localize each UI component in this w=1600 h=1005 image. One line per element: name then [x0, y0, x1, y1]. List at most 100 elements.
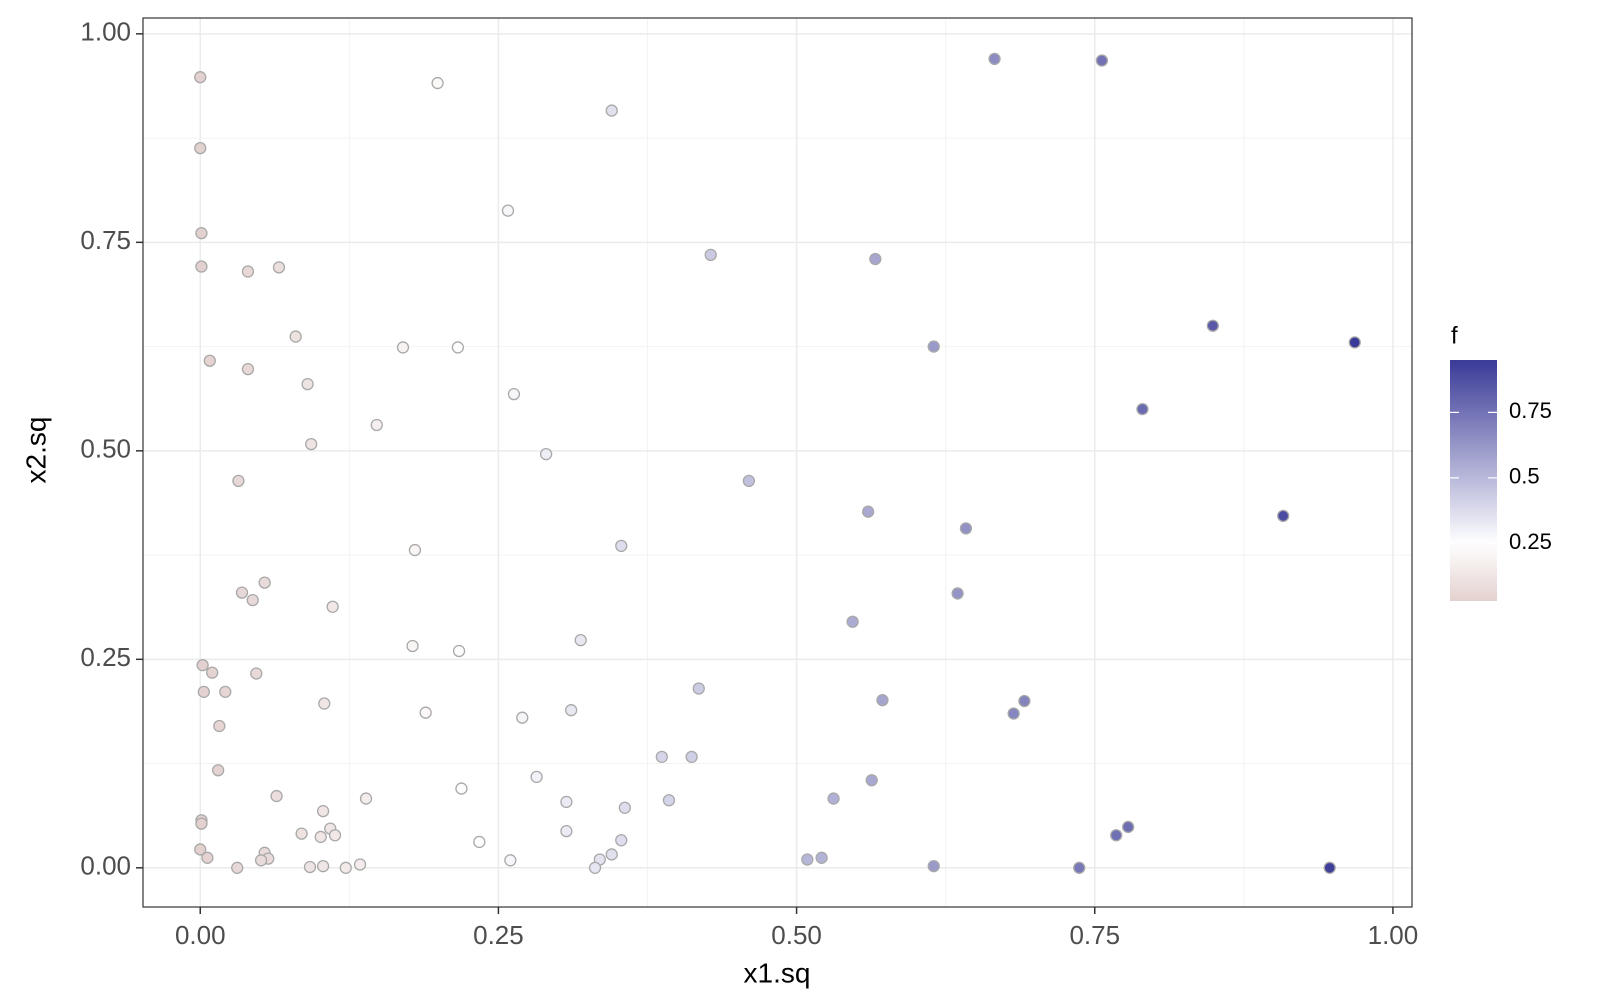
point [927, 340, 940, 353]
panel-border [142, 17, 1413, 908]
point [359, 792, 373, 805]
point [560, 795, 573, 809]
point [431, 76, 444, 90]
colorbar [1450, 360, 1497, 601]
legend-title: f [1451, 322, 1458, 349]
point [1323, 861, 1336, 874]
point [213, 719, 226, 733]
point [339, 861, 352, 874]
point [1110, 829, 1123, 842]
point [1348, 336, 1361, 349]
point [1095, 54, 1109, 67]
plot-panel [143, 18, 1412, 907]
point [241, 362, 255, 376]
point [258, 576, 271, 589]
point [588, 861, 602, 874]
point [1073, 861, 1086, 874]
point [504, 854, 517, 867]
point [254, 854, 268, 867]
point [353, 858, 367, 871]
x-tick-label: 0.50 [771, 920, 822, 950]
point [206, 666, 219, 679]
colorbar-label: 0.75 [1509, 398, 1552, 423]
point [865, 774, 878, 787]
point [501, 204, 515, 217]
point [219, 685, 232, 698]
point [195, 227, 208, 240]
point [455, 782, 468, 795]
point [685, 750, 698, 764]
point [574, 633, 587, 647]
point [655, 750, 668, 764]
point [1277, 509, 1290, 523]
point [1206, 319, 1219, 332]
point [815, 851, 828, 864]
point [203, 354, 216, 367]
point [316, 859, 330, 873]
x-axis-title: x1.sq [744, 957, 811, 988]
point [303, 860, 317, 874]
point [876, 694, 889, 707]
point [194, 843, 207, 856]
point [408, 543, 422, 557]
point [615, 539, 628, 553]
y-tick-label: 0.50 [80, 434, 131, 464]
point [295, 827, 308, 840]
point [270, 789, 283, 803]
point [1121, 820, 1135, 834]
y-tick-label: 0.00 [80, 851, 131, 881]
point [316, 804, 330, 818]
x-tick-label: 0.00 [175, 920, 226, 950]
point [328, 829, 342, 842]
point [396, 341, 410, 354]
point [451, 341, 465, 354]
point [419, 706, 432, 719]
point [1018, 694, 1031, 708]
point [452, 644, 466, 658]
point [194, 141, 207, 155]
point [1136, 402, 1149, 416]
colorbar-label: 0.25 [1509, 529, 1552, 554]
point [194, 71, 207, 84]
point [662, 794, 676, 807]
y-tick-label: 0.25 [80, 642, 131, 672]
x-tick-label: 0.75 [1069, 920, 1120, 950]
point [951, 587, 964, 600]
point [692, 682, 705, 695]
point [530, 770, 543, 784]
y-tick-label: 0.75 [80, 225, 131, 255]
point [615, 834, 628, 847]
point [289, 330, 302, 343]
point [314, 830, 327, 844]
point [235, 586, 249, 599]
point [250, 667, 263, 680]
point [959, 522, 973, 535]
point [197, 685, 210, 698]
point [195, 817, 208, 830]
point [605, 104, 618, 117]
point [196, 659, 209, 672]
point [305, 438, 318, 451]
point [618, 801, 631, 814]
point [988, 52, 1001, 66]
y-axis-title: x2.sq [20, 417, 51, 484]
point [605, 848, 618, 861]
point [742, 474, 756, 487]
point [801, 853, 814, 866]
point [704, 248, 717, 261]
x-tick-label: 0.25 [473, 920, 524, 950]
point [241, 265, 255, 278]
point [246, 593, 259, 607]
x-tick-label: 1.00 [1368, 920, 1419, 950]
point [211, 764, 225, 777]
point [507, 387, 521, 401]
y-tick-label: 1.00 [80, 17, 131, 47]
point [560, 824, 573, 838]
point [565, 704, 578, 717]
point [318, 697, 331, 710]
point [406, 639, 419, 653]
point [232, 474, 245, 487]
point [195, 260, 208, 273]
point [301, 377, 314, 391]
